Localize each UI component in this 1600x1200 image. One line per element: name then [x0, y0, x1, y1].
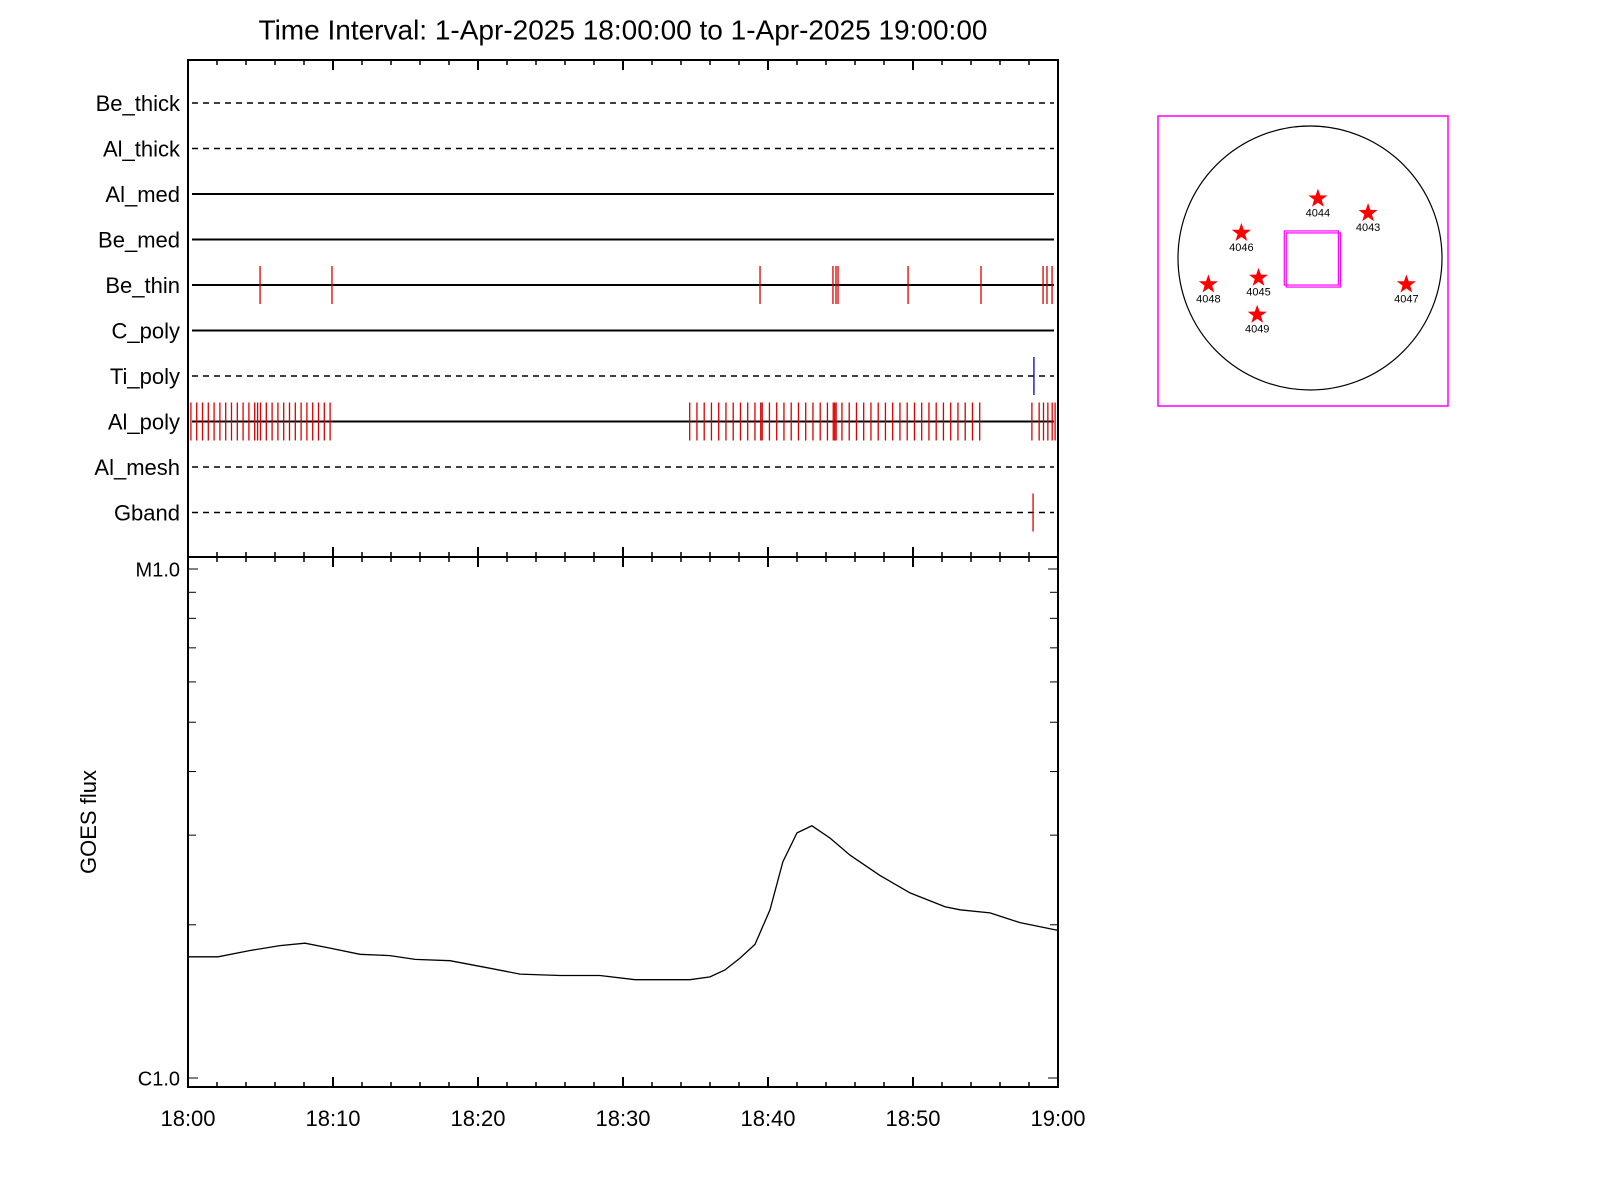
region-star	[1231, 222, 1251, 241]
fov	[1283, 230, 1339, 286]
row-label: Al_mesh	[94, 455, 180, 480]
x-tick-label: 18:00	[160, 1106, 215, 1131]
x-tick-label: 19:00	[1030, 1106, 1085, 1131]
row-label: Al_med	[105, 182, 180, 207]
row-label: Al_thick	[103, 136, 181, 161]
region-label: 4044	[1306, 208, 1330, 220]
row-label: Gband	[114, 500, 180, 525]
x-tick-label: 18:50	[885, 1106, 940, 1131]
region-label: 4049	[1245, 324, 1269, 336]
flux-line	[188, 825, 1059, 981]
x-tick-label: 18:40	[740, 1106, 795, 1131]
x-tick-label: 18:30	[595, 1106, 650, 1131]
region-star	[1358, 203, 1378, 222]
row-label: Be_thick	[96, 91, 181, 116]
region-label: 4048	[1196, 293, 1220, 305]
region-star	[1198, 274, 1218, 293]
fov	[1285, 232, 1341, 288]
y-tick-label: M1.0	[136, 559, 180, 581]
row-label: Al_poly	[108, 409, 180, 434]
title: Time Interval: 1-Apr-2025 18:00:00 to 1-…	[259, 14, 988, 45]
region-star	[1396, 274, 1416, 293]
region-star	[1249, 267, 1268, 286]
region-star	[1247, 304, 1267, 323]
row-label: Be_med	[98, 227, 180, 252]
map-frame	[1157, 115, 1449, 407]
region-label: 4043	[1356, 222, 1380, 234]
region-label: 4046	[1229, 242, 1253, 254]
region-label: 4047	[1394, 293, 1418, 305]
x-tick-label: 18:20	[450, 1106, 505, 1131]
region-label: 4045	[1246, 287, 1270, 299]
solar-limb	[1177, 125, 1443, 391]
panel-frame	[187, 59, 1059, 558]
y-tick-label: C1.0	[138, 1068, 180, 1090]
row-label: Be_thin	[105, 273, 180, 298]
x-tick-label: 18:10	[305, 1106, 360, 1131]
region-star	[1308, 188, 1328, 207]
panel-frame	[187, 556, 1059, 1088]
row-label: Ti_poly	[110, 364, 180, 389]
row-label: C_poly	[112, 318, 180, 343]
y-axis-label: GOES flux	[76, 770, 101, 874]
